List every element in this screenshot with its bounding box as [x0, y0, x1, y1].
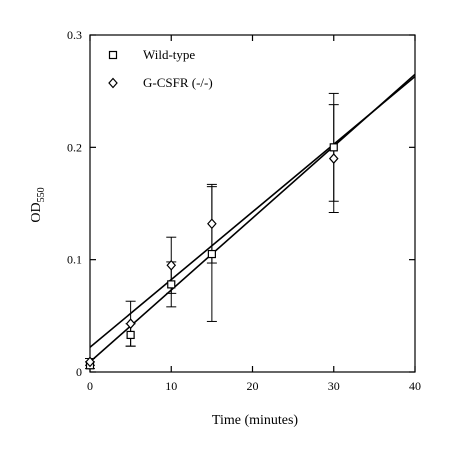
x-tick-label: 40 — [409, 379, 421, 393]
legend: Wild-type G-CSFR (-/-) — [108, 47, 213, 90]
wild-type-point — [167, 280, 176, 289]
wild-type-point — [329, 143, 338, 152]
gcsfr-point — [166, 259, 177, 271]
y-axis-label-subscript: 550 — [36, 187, 47, 202]
x-tick-label: 30 — [328, 379, 340, 393]
fit-line — [89, 75, 416, 348]
gcsfr-point — [125, 318, 136, 330]
legend-marker-diamond — [108, 77, 118, 89]
legend-label: Wild-type — [143, 47, 195, 62]
x-tick-labels: 0 10 20 30 40 — [87, 379, 421, 393]
y-tick-label: 0 — [76, 365, 82, 379]
wild-type-point — [126, 330, 135, 340]
data-points — [85, 143, 339, 370]
gcsfr-point — [207, 218, 217, 230]
x-tick-label: 10 — [165, 379, 177, 393]
wild-type-point — [207, 249, 216, 259]
x-axis-label: Time (minutes) — [212, 413, 299, 428]
y-tick-labels: 0 0.1 0.2 0.3 — [67, 28, 82, 379]
plot-frame — [89, 34, 416, 373]
gcsfr-point — [85, 356, 95, 368]
x-tick-label: 0 — [87, 379, 93, 393]
legend-label: G-CSFR (-/-) — [143, 75, 213, 90]
x-tick-label: 20 — [247, 379, 259, 393]
error-bars — [85, 92, 339, 370]
plot-border — [89, 34, 416, 373]
gcsfr-point — [328, 153, 339, 164]
y-axis-label-main: OD — [29, 202, 44, 222]
fit-lines — [89, 73, 416, 363]
y-tick-label: 0.1 — [67, 253, 82, 267]
legend-marker-square — [108, 50, 118, 60]
y-tick-label: 0.3 — [67, 28, 82, 42]
y-axis-label: OD550 — [29, 187, 47, 222]
y-tick-label: 0.2 — [67, 140, 82, 154]
